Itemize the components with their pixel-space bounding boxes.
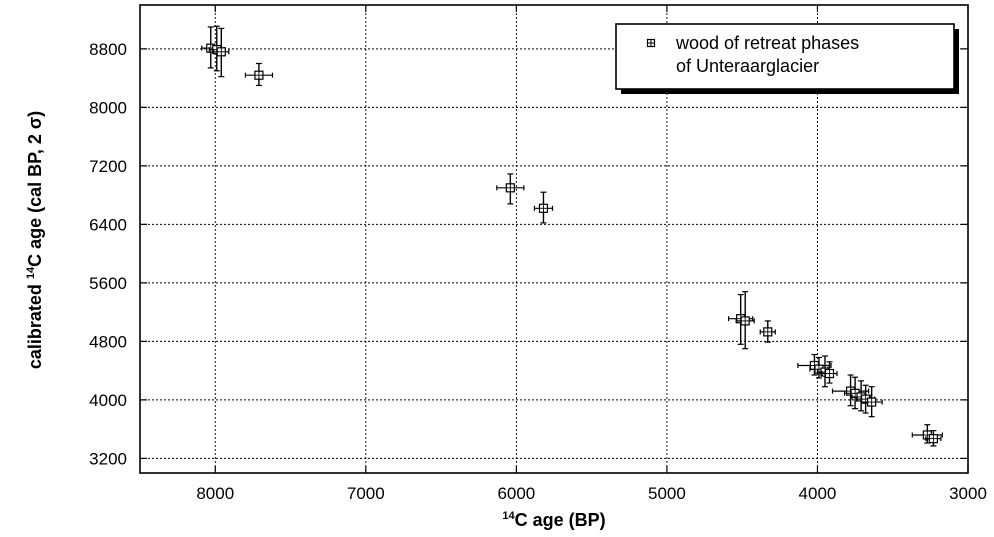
y-tick-label: 7200 xyxy=(89,157,127,176)
y-axis-title-sup: 14 xyxy=(25,266,37,279)
legend-label-line-1: wood of retreat phases xyxy=(675,33,859,53)
x-axis-title-sup: 14 xyxy=(502,510,515,522)
axis-ticks xyxy=(140,5,969,473)
y-tick-label: 8000 xyxy=(89,98,127,117)
y-axis-title: calibrated 14C age (cal BP, 2 σ) xyxy=(25,111,45,369)
y-tick-label: 3200 xyxy=(89,449,127,468)
y-tick-label: 8800 xyxy=(89,40,127,59)
tick-labels: 8000 7000 6000 5000 4000 3000 3200 4000 4800 5600… xyxy=(89,40,987,503)
y-axis-title-text: C age (cal BP, 2 σ) xyxy=(25,111,45,267)
data-point xyxy=(735,291,755,350)
data-point xyxy=(821,361,838,384)
x-axis-title-text: C age (BP) xyxy=(515,510,606,530)
x-tick-label: 6000 xyxy=(497,484,535,503)
data-point xyxy=(213,27,230,78)
x-tick-label: 5000 xyxy=(648,484,686,503)
legend-marker xyxy=(646,38,656,48)
legend: wood of retreat phases of Unteraarglacie… xyxy=(615,23,959,94)
x-tick-label: 4000 xyxy=(799,484,837,503)
y-tick-label: 4800 xyxy=(89,332,127,351)
data-point xyxy=(533,191,554,224)
plot-frame xyxy=(139,4,969,474)
legend-box xyxy=(615,23,955,90)
data-points xyxy=(201,25,944,447)
y-tick-label: 6400 xyxy=(89,215,127,234)
data-point xyxy=(244,62,274,87)
x-axis-title: 14C age (BP) xyxy=(502,510,605,530)
x-tick-label: 7000 xyxy=(347,484,385,503)
data-point xyxy=(759,320,776,343)
y-tick-label: 5600 xyxy=(89,274,127,293)
y-tick-label: 4000 xyxy=(89,391,127,410)
x-tick-label: 3000 xyxy=(949,484,987,503)
legend-label-line-2: of Unteraarglacier xyxy=(676,56,819,76)
data-point xyxy=(925,429,942,447)
x-tick-label: 8000 xyxy=(196,484,234,503)
data-point xyxy=(860,386,883,418)
y-axis-title-prefix: calibrated xyxy=(25,279,45,369)
data-point xyxy=(496,173,525,205)
